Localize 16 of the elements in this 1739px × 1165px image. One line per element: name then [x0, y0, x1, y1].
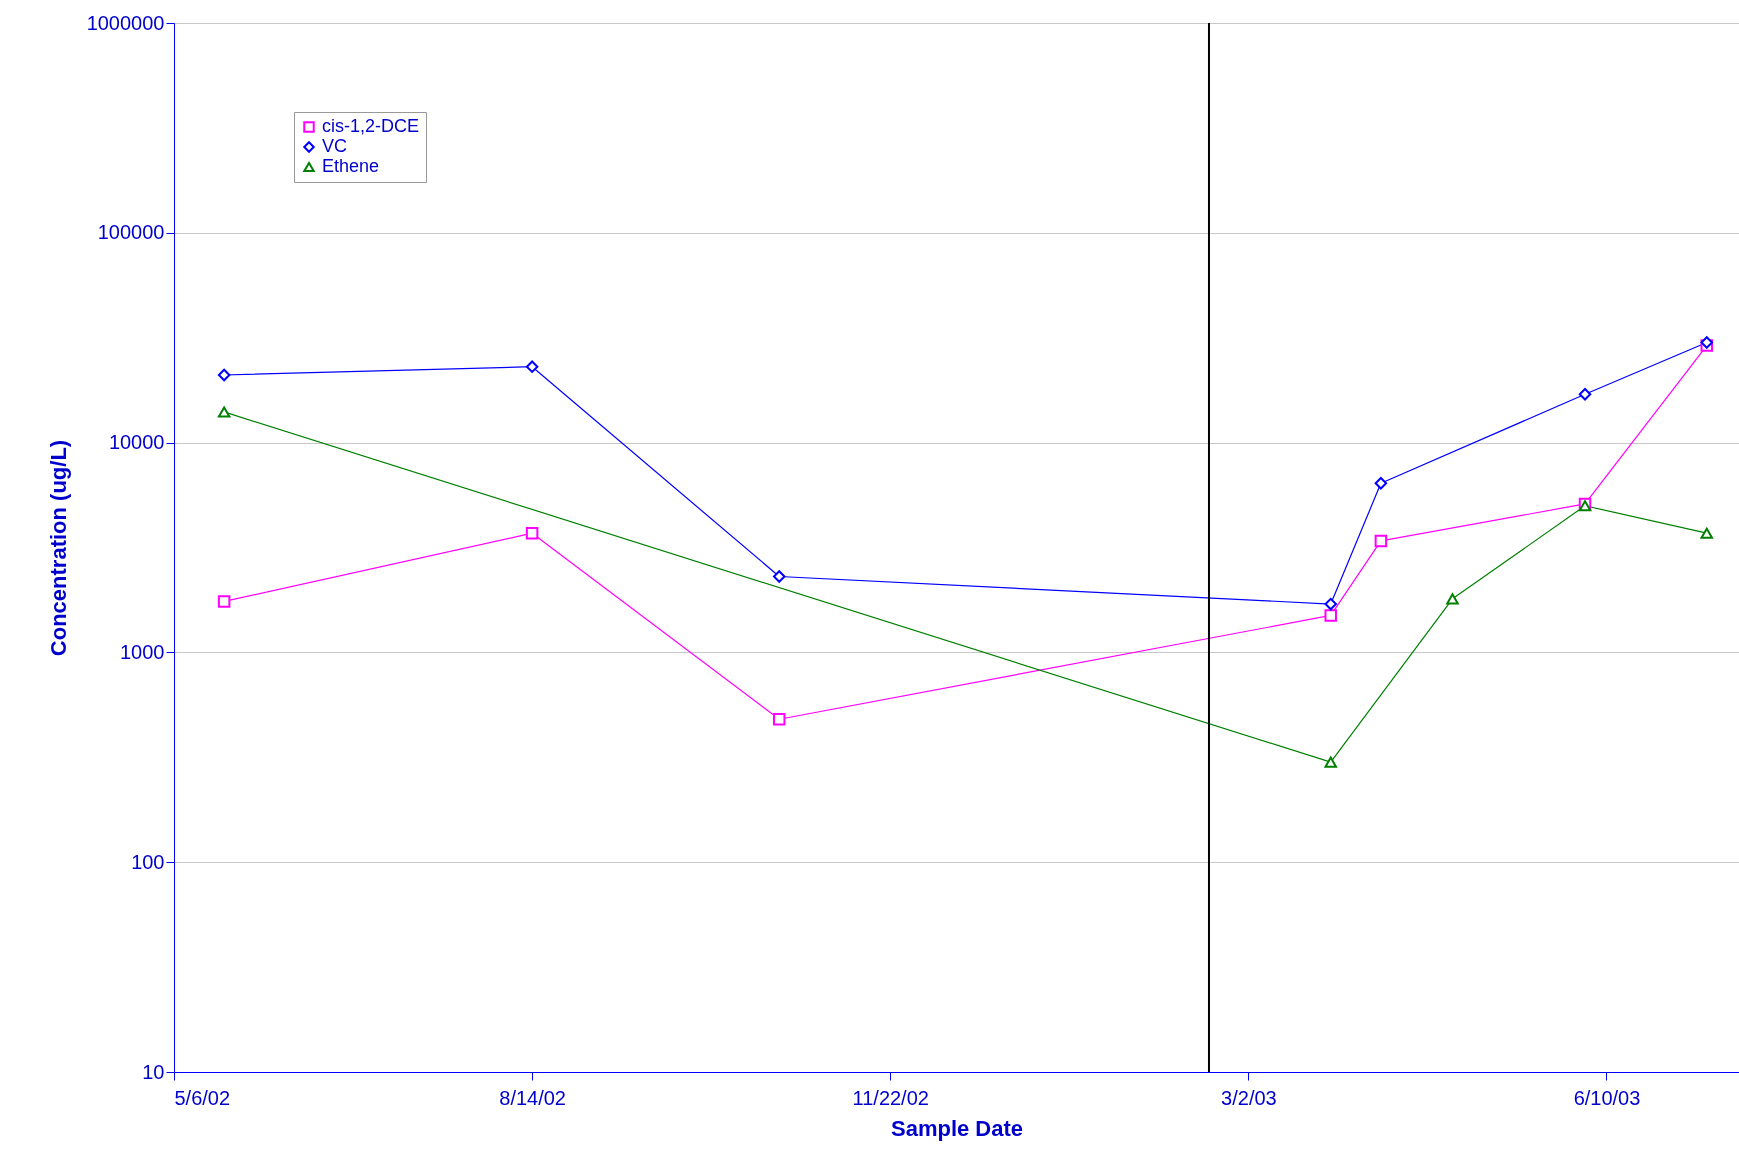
- y-tick-label: 10: [142, 1060, 165, 1083]
- y-tick-label: 100000: [97, 221, 165, 244]
- y-axis-title: Concentration (ug/L): [45, 439, 71, 657]
- legend-label: Ethene: [322, 156, 380, 176]
- x-tick-label: 8/14/02: [499, 1086, 566, 1109]
- x-tick-label: 11/22/02: [852, 1086, 929, 1109]
- x-tick-label: 5/6/02: [174, 1086, 231, 1109]
- legend-label: VC: [322, 136, 348, 156]
- y-tick-label: 10000: [108, 431, 165, 454]
- y-tick-label: 1000000: [86, 11, 165, 34]
- x-tick-label: 3/2/03: [1221, 1086, 1277, 1109]
- y-tick-label: 100: [131, 850, 165, 873]
- x-tick-label: 6/10/03: [1573, 1086, 1641, 1109]
- y-tick-label: 1000: [120, 640, 165, 663]
- x-axis-title: Sample Date: [890, 1115, 1024, 1141]
- legend-label: cis-1,2-DCE: [322, 116, 420, 136]
